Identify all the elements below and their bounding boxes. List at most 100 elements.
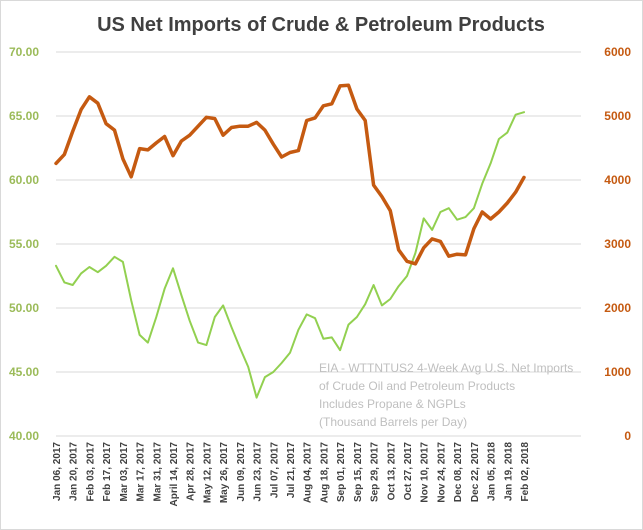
green-data-point bbox=[448, 207, 450, 209]
orange-data-point bbox=[138, 148, 141, 150]
orange-data-point bbox=[306, 119, 308, 122]
orange-data-point bbox=[515, 191, 517, 193]
green-data-point bbox=[347, 324, 350, 326]
orange-data-point bbox=[322, 105, 325, 107]
orange-data-point bbox=[113, 129, 116, 131]
left-axis-tick-label: 65.00 bbox=[9, 109, 39, 123]
green-data-point bbox=[189, 320, 191, 322]
left-axis-tick-label: 45.00 bbox=[9, 365, 39, 379]
green-data-point bbox=[222, 304, 224, 307]
green-data-point bbox=[372, 284, 375, 286]
chart-annotation: EIA - WTTNTUS2 4-Week Avg U.S. Net Impor… bbox=[319, 361, 573, 429]
green-data-point bbox=[364, 303, 366, 305]
green-data-point bbox=[72, 284, 74, 286]
green-data-point bbox=[406, 275, 408, 277]
orange-data-point bbox=[398, 249, 400, 251]
x-axis-tick-label: Feb 03, 2017 bbox=[85, 442, 96, 502]
orange-data-point bbox=[105, 123, 107, 125]
x-axis-tick-label: Dec 22, 2017 bbox=[470, 442, 481, 502]
green-data-point bbox=[389, 298, 391, 300]
green-data-point bbox=[147, 341, 149, 344]
x-axis-tick-label: April 14, 2017 bbox=[169, 442, 180, 507]
green-data-point bbox=[473, 207, 475, 209]
right-axis-tick-label: 6000 bbox=[604, 45, 631, 59]
annotation-line: of Crude Oil and Petroleum Products bbox=[319, 379, 515, 393]
x-axis-tick-label: Jan 05, 2018 bbox=[487, 442, 498, 501]
x-axis-tick-label: Jan 20, 2017 bbox=[69, 442, 80, 501]
green-data-point bbox=[155, 316, 157, 318]
orange-data-point bbox=[230, 126, 233, 129]
orange-data-point bbox=[147, 149, 149, 151]
orange-data-point bbox=[364, 119, 366, 122]
orange-data-point bbox=[356, 108, 358, 110]
orange-data-point bbox=[414, 263, 416, 265]
orange-data-point bbox=[164, 135, 166, 138]
orange-data-point bbox=[456, 253, 458, 255]
green-data-point bbox=[205, 344, 208, 346]
x-axis-tick-label: Sep 01, 2017 bbox=[336, 442, 347, 502]
x-axis-tick-label: Aug 18, 2017 bbox=[319, 442, 330, 504]
orange-data-point bbox=[464, 254, 467, 256]
x-axis-tick-label: Sep 15, 2017 bbox=[353, 442, 364, 502]
green-data-point bbox=[414, 252, 416, 254]
orange-data-point bbox=[247, 125, 249, 127]
green-data-point bbox=[481, 183, 483, 185]
chart-title: US Net Imports of Crude & Petroleum Prod… bbox=[97, 14, 545, 36]
x-axis-tick-label: Apr 28, 2017 bbox=[186, 442, 197, 501]
orange-data-point bbox=[197, 125, 199, 127]
green-data-point bbox=[306, 313, 308, 315]
orange-data-point bbox=[130, 176, 132, 178]
x-axis-tick-label: Jul 21, 2017 bbox=[286, 442, 297, 499]
orange-data-point bbox=[88, 96, 91, 98]
green-data-point bbox=[431, 229, 433, 231]
orange-data-point bbox=[506, 202, 508, 204]
orange-data-point bbox=[222, 134, 224, 136]
x-axis-tick-label: Oct 27, 2017 bbox=[403, 442, 414, 501]
green-data-point bbox=[281, 362, 283, 364]
left-axis-tick-label: 60.00 bbox=[9, 173, 39, 187]
green-data-point bbox=[356, 316, 358, 318]
orange-data-point bbox=[523, 176, 525, 179]
orange-data-point bbox=[372, 184, 375, 186]
x-axis-ticks: Jan 06, 2017 Jan 20, 2017 Feb 03, 2017 Feb … bbox=[52, 442, 531, 507]
green-data-point bbox=[113, 256, 116, 258]
right-axis-tick-label: 3000 bbox=[604, 237, 631, 251]
orange-data-point bbox=[339, 85, 341, 87]
green-data-point bbox=[423, 217, 425, 219]
green-data-point bbox=[272, 371, 274, 373]
left-axis-tick-label: 40.00 bbox=[9, 429, 39, 443]
green-data-point bbox=[80, 272, 82, 275]
orange-data-point bbox=[423, 247, 425, 249]
x-axis-tick-label: Jan 06, 2017 bbox=[52, 442, 63, 501]
green-data-point bbox=[339, 349, 341, 351]
x-axis-tick-label: Dec 08, 2017 bbox=[453, 442, 464, 502]
green-data-point bbox=[381, 304, 383, 307]
green-data-point bbox=[180, 294, 182, 296]
orange-data-point bbox=[289, 151, 291, 154]
orange-data-point bbox=[347, 84, 350, 86]
green-data-point bbox=[172, 267, 174, 269]
green-data-point bbox=[398, 285, 400, 287]
orange-series-line bbox=[54, 83, 526, 266]
orange-data-point bbox=[272, 143, 274, 145]
green-data-point bbox=[314, 317, 316, 319]
x-axis-tick-label: Nov 24, 2017 bbox=[436, 442, 447, 503]
green-data-point bbox=[255, 397, 258, 399]
x-axis-tick-label: Mar 17, 2017 bbox=[136, 442, 147, 502]
orange-data-point bbox=[448, 255, 450, 257]
green-data-point bbox=[197, 341, 199, 344]
x-axis-tick-label: Sep 29, 2017 bbox=[370, 442, 381, 502]
green-data-point bbox=[506, 132, 508, 134]
orange-data-point bbox=[297, 149, 299, 152]
x-axis-tick-label: May 26, 2017 bbox=[219, 442, 230, 504]
orange-data-point bbox=[255, 121, 258, 123]
x-axis-tick-label: Jan 19, 2018 bbox=[503, 442, 514, 501]
green-data-point bbox=[130, 299, 132, 301]
green-data-point bbox=[88, 266, 91, 268]
orange-data-point bbox=[431, 238, 433, 240]
green-data-point bbox=[105, 265, 107, 267]
right-axis-tick-label: 1000 bbox=[604, 365, 631, 379]
x-axis-tick-label: Oct 13, 2017 bbox=[386, 442, 397, 501]
left-axis-tick-label: 70.00 bbox=[9, 45, 39, 59]
